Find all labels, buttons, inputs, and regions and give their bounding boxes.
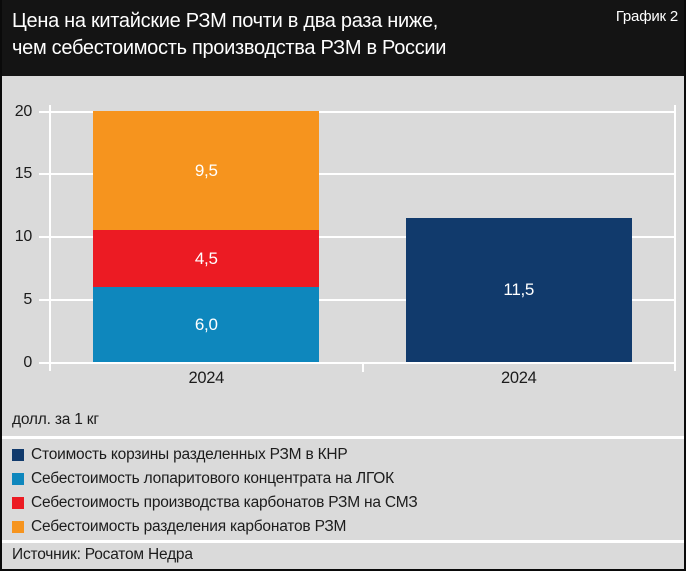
legend: Стоимость корзины разделенных РЗМ в КНР С…	[12, 443, 418, 539]
source-note: Источник: Росатом Недра	[12, 546, 193, 563]
bar-value-label: 6,0	[194, 314, 218, 334]
y-axis-tick-label: 0	[23, 354, 32, 371]
chart-title-line1: Цена на китайские РЗМ почти в два раза н…	[12, 10, 439, 32]
y-axis-tick-label: 20	[14, 102, 33, 120]
legend-label: Стоимость корзины разделенных РЗМ в КНР	[31, 446, 348, 463]
bar-segment: 9,5	[93, 111, 320, 231]
y-axis-tick-label: 5	[23, 291, 32, 309]
legend-item: Себестоимость производства карбонатов РЗ…	[12, 491, 418, 515]
legend-label: Себестоимость производства карбонатов РЗ…	[31, 494, 418, 511]
gridline	[39, 236, 675, 239]
x-axis-label: 2024	[500, 369, 537, 387]
chart-header: Цена на китайские РЗМ почти в два раза н…	[2, 0, 684, 76]
y-axis-line	[49, 105, 51, 371]
x-axis-label: 2024	[188, 369, 224, 387]
legend-swatch	[12, 449, 24, 461]
legend-item: Себестоимость лопаритового концентрата н…	[12, 467, 418, 491]
bar-segment: 6,0	[93, 287, 320, 363]
unit-label: долл. за 1 кг	[12, 411, 99, 428]
plot-right-frame-line	[674, 105, 676, 371]
y-axis-tick-label: 15	[14, 165, 33, 183]
bar-segment: 11,5	[405, 217, 632, 363]
legend-label: Себестоимость разделения карбонатов РЗМ	[31, 518, 347, 535]
x-axis-tick	[361, 362, 364, 372]
chart-title-line2: чем себестоимость производства РЗМ в Рос…	[12, 37, 447, 59]
gridline	[39, 110, 675, 113]
chart-title: Цена на китайские РЗМ почти в два раза н…	[12, 8, 446, 62]
gridline	[39, 173, 675, 176]
legend-swatch	[12, 473, 24, 485]
separator-line	[2, 540, 684, 543]
legend-label: Себестоимость лопаритового концентрата н…	[31, 470, 394, 487]
separator-line	[2, 436, 684, 439]
legend-item: Стоимость корзины разделенных РЗМ в КНР	[12, 443, 418, 467]
bar-value-label: 11,5	[503, 280, 535, 300]
legend-swatch	[12, 497, 24, 509]
legend-item: Себестоимость разделения карбонатов РЗМ	[12, 515, 418, 539]
legend-swatch	[12, 521, 24, 533]
bar-value-label: 9,5	[194, 160, 218, 180]
gridline	[39, 362, 675, 364]
y-axis-tick-label: 10	[14, 228, 33, 246]
gridline	[39, 299, 675, 302]
bar-segment: 4,5	[93, 230, 320, 288]
bar-value-label: 4,5	[194, 248, 218, 268]
figure-number-label: График 2	[615, 8, 678, 25]
